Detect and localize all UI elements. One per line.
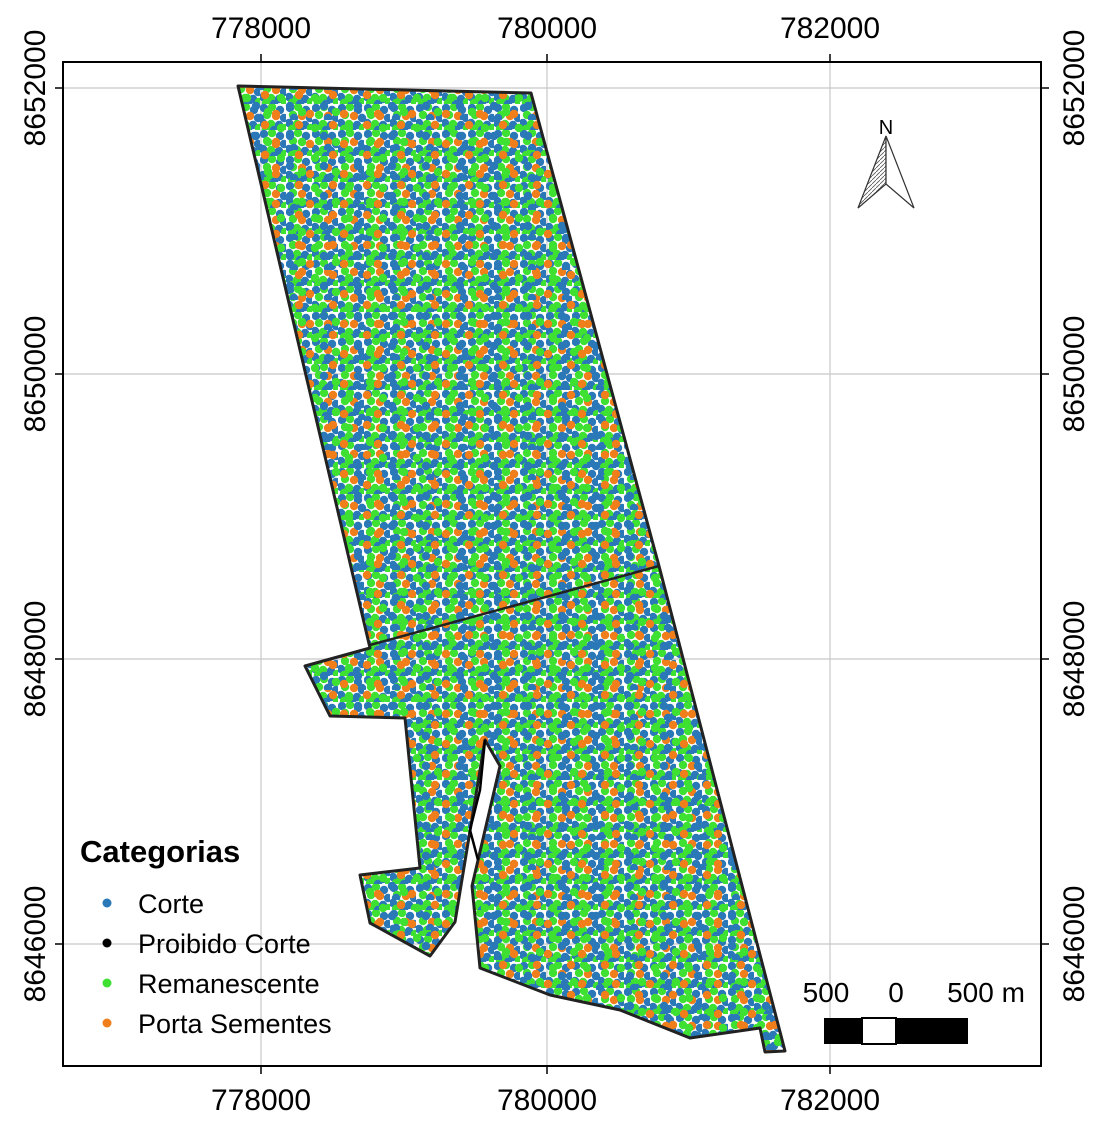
scale-segment-1 (824, 1018, 862, 1044)
y-tick-label-right-4: 8646000 (1058, 886, 1091, 1003)
study-area-boundary (236, 84, 787, 1054)
legend-swatch-porta-sementes (102, 1018, 112, 1028)
y-tick-label-left-1: 8652000 (19, 30, 52, 147)
compartment-divider-line (369, 564, 660, 647)
plot-frame (62, 61, 1042, 1067)
axis-ticks (55, 54, 1049, 1074)
x-tick-label-bottom-3: 782000 (780, 1084, 880, 1117)
y-tick-label-left-3: 8648000 (19, 601, 52, 718)
legend-swatch-remanescente (102, 978, 112, 988)
x-tick-label-top-1: 778000 (211, 12, 311, 45)
legend: Categorias Corte Proibido Corte Remanesc… (80, 834, 332, 1039)
legend-swatch-corte (102, 898, 112, 908)
scale-label-left: 500 (803, 977, 850, 1008)
legend-label-corte: Corte (138, 889, 204, 919)
y-tick-label-right-3: 8648000 (1058, 601, 1091, 718)
y-tick-label-left-4: 8646000 (19, 886, 52, 1003)
scale-label-zero: 0 (888, 977, 904, 1008)
y-tick-label-left-2: 8650000 (19, 316, 52, 433)
legend-title: Categorias (80, 834, 240, 869)
y-tick-label-right-2: 8650000 (1058, 316, 1091, 433)
legend-swatch-proibido-corte (102, 938, 112, 948)
y-tick-label-right-1: 8652000 (1058, 30, 1091, 147)
scale-bar: 500 0 500 m (803, 977, 1025, 1045)
x-tick-label-bottom-1: 778000 (211, 1084, 311, 1117)
x-tick-label-top-2: 780000 (497, 12, 597, 45)
legend-label-porta-sementes: Porta Sementes (138, 1009, 332, 1039)
scale-segment-3 (896, 1018, 968, 1044)
stream-line (468, 739, 487, 861)
legend-label-remanescente: Remanescente (138, 969, 320, 999)
x-tick-label-bottom-2: 780000 (497, 1084, 597, 1117)
north-label: N (879, 117, 893, 139)
north-arrow-icon: N (857, 117, 915, 209)
scale-segment-2 (861, 1017, 897, 1045)
x-tick-label-top-3: 782000 (780, 12, 880, 45)
scale-label-right: 500 m (947, 977, 1025, 1008)
legend-label-proibido-corte: Proibido Corte (138, 929, 311, 959)
